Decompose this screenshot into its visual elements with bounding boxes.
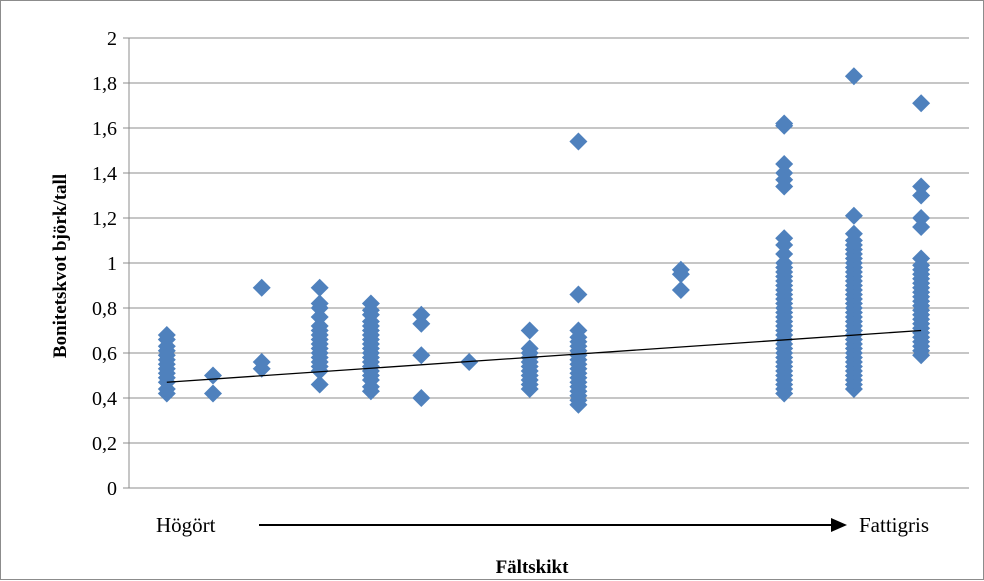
x-axis-title: Fältskikt [496,557,570,578]
x-start-label: Högört [156,513,216,537]
data-point [412,346,431,365]
gridlines [123,37,969,489]
data-point [912,249,931,268]
data-point [671,281,690,299]
data-point [912,94,931,113]
data-point [569,132,588,151]
y-tick-label: 1 [107,253,117,275]
y-tick-label: 0,6 [92,343,117,365]
y-tick-label: 0 [107,478,117,500]
data-point [204,384,222,403]
y-tick-label: 1,2 [92,208,117,230]
data-point [844,224,863,243]
data-point [412,305,431,324]
data-point [157,326,176,344]
y-axis-title: Bonitetskvot björk/tall [50,174,71,358]
y-tick-label: 2 [107,28,117,50]
trendline [166,329,922,383]
y-tick-label: 1,8 [92,73,117,95]
data-point [569,285,588,304]
data-point [520,339,539,358]
data-point [671,260,690,279]
data-point [252,353,271,371]
data-points [157,67,931,414]
data-point [912,209,931,227]
data-point [310,294,329,313]
y-tick-label: 0,8 [92,298,117,320]
data-point [310,278,329,297]
data-point [844,206,863,225]
data-point [520,321,539,340]
data-point [912,177,931,196]
y-tick-label: 0,4 [92,388,117,410]
y-tick-labels: 0 0,2 0,4 0,6 0,8 1 1,2 1,4 1,6 1,8 2 [92,28,117,500]
data-point [310,375,329,394]
data-point [844,67,863,86]
y-tick-label: 1,4 [92,163,117,185]
data-point [775,229,794,248]
x-end-label: Fattigris [859,513,929,537]
data-point [252,278,271,297]
data-point [204,366,222,385]
y-tick-label: 0,2 [92,433,117,455]
data-point [775,155,794,173]
x-direction-arrowhead [831,518,847,532]
data-point [412,389,431,407]
data-point [361,294,380,313]
data-point [569,321,588,340]
data-point [775,114,794,133]
y-tick-label: 1,6 [92,118,117,140]
